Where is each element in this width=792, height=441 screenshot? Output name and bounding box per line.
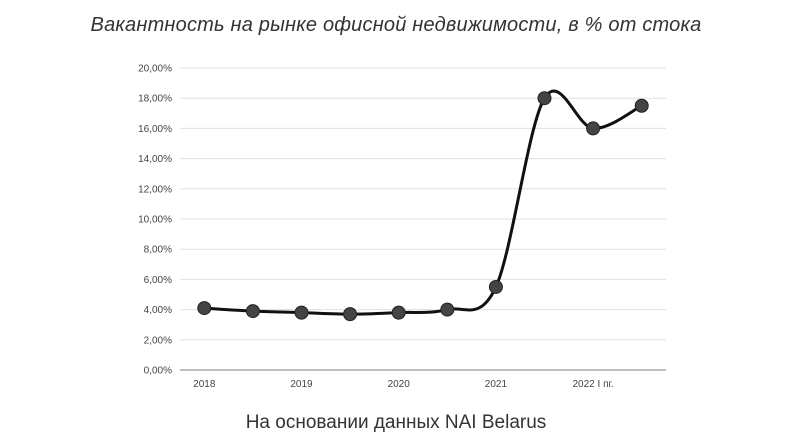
- x-tick-label: 2019: [290, 379, 313, 390]
- y-tick-label: 18,00%: [138, 94, 172, 105]
- data-point-markers: [197, 91, 649, 322]
- data-point: [440, 302, 455, 317]
- data-point: [197, 301, 212, 316]
- y-tick-label: 4,00%: [144, 305, 172, 316]
- y-tick-label: 14,00%: [138, 154, 172, 165]
- x-axis-tick-labels: 2018 2019 2020 2021 2022 I пг.: [193, 379, 614, 390]
- y-tick-label: 10,00%: [138, 215, 172, 226]
- x-tick-label: 2021: [485, 379, 508, 390]
- y-tick-label: 8,00%: [144, 245, 172, 256]
- data-point: [488, 279, 503, 294]
- y-tick-label: 0,00%: [144, 366, 172, 377]
- data-point: [294, 305, 309, 320]
- data-point: [343, 307, 358, 322]
- x-tick-label: 2022 I пг.: [572, 379, 613, 390]
- data-point: [537, 91, 552, 106]
- y-tick-label: 2,00%: [144, 335, 172, 346]
- data-point: [391, 305, 406, 320]
- source-caption: На основании данных NAI Belarus: [245, 412, 547, 433]
- data-point: [586, 121, 601, 136]
- x-tick-label: 2018: [193, 379, 216, 390]
- y-tick-label: 20,00%: [138, 64, 172, 75]
- y-tick-label: 16,00%: [138, 124, 172, 135]
- y-tick-label: 6,00%: [144, 275, 172, 286]
- vacancy-line: [202, 89, 644, 316]
- data-point: [634, 98, 649, 113]
- data-point: [245, 304, 260, 319]
- x-tick-label: 2020: [388, 379, 411, 390]
- y-tick-label: 12,00%: [138, 184, 172, 195]
- chart-title: Вакантность на рынке офисной недвижимост…: [90, 14, 702, 36]
- gridlines: [180, 67, 666, 371]
- y-axis-tick-labels: 0,00% 2,00% 4,00% 6,00% 8,00% 10,00% 12,00% 14,…: [138, 64, 172, 377]
